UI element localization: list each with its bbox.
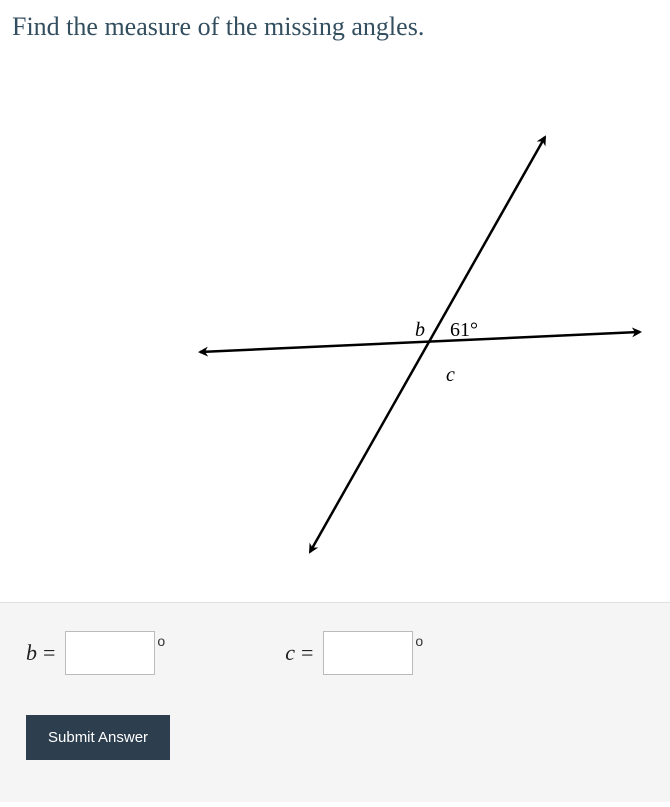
input-c[interactable] <box>323 631 413 675</box>
answer-group-b: b = o <box>26 631 165 675</box>
degree-symbol-b: o <box>157 633 165 649</box>
degree-symbol-c: o <box>415 633 423 649</box>
var-c-label: c <box>285 640 295 666</box>
label-b: b <box>415 319 425 342</box>
diagram-area: b 61° c <box>0 42 670 602</box>
answer-group-c: c = o <box>285 631 423 675</box>
label-61: 61° <box>450 319 478 342</box>
answer-row: b = o c = o <box>26 631 644 675</box>
equals-c: = <box>301 640 313 666</box>
submit-button[interactable]: Submit Answer <box>26 715 170 760</box>
answer-area: b = o c = o Submit Answer <box>0 602 670 802</box>
angles-diagram <box>0 42 670 602</box>
question-text: Find the measure of the missing angles. <box>12 12 658 42</box>
equals-b: = <box>43 640 55 666</box>
var-b-label: b <box>26 640 37 666</box>
input-b[interactable] <box>65 631 155 675</box>
label-c: c <box>446 364 455 387</box>
question-area: Find the measure of the missing angles. <box>0 0 670 42</box>
